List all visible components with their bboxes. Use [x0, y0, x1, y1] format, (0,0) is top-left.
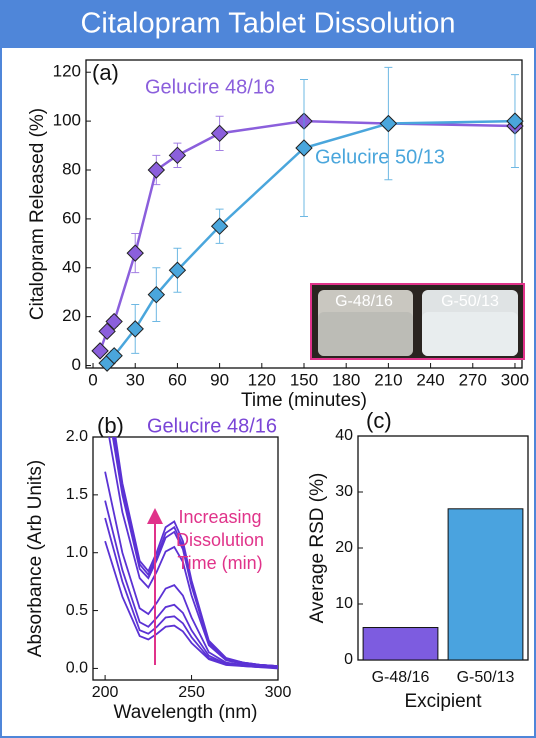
marker — [147, 285, 166, 304]
x-tick-label: 270 — [459, 370, 487, 389]
panel-label: (a) — [92, 60, 119, 85]
x-tick-label: 300 — [501, 370, 529, 389]
series-line — [114, 437, 278, 668]
y-tick-label: 30 — [335, 483, 353, 500]
panel-c: 0 10 20 30 40 Excipient Average RSD (%) G-48/16… — [307, 408, 529, 712]
y-tick-label: 0 — [72, 355, 81, 374]
annotation-line: Increasing — [178, 507, 261, 527]
series-label: Gelucire 48/16 — [145, 76, 275, 98]
y-tick-label: 100 — [53, 111, 81, 130]
bar — [447, 508, 524, 661]
x-tick-label: 150 — [290, 370, 318, 389]
marker — [147, 161, 166, 179]
marker — [379, 114, 398, 133]
x-tick-label: 300 — [265, 684, 292, 701]
series-group — [104, 437, 278, 670]
x-axis-title: Time (minutes) — [241, 390, 367, 411]
x-tick-label: 180 — [332, 370, 360, 389]
vial-liquid — [318, 312, 413, 356]
x-tick-label: 240 — [416, 370, 444, 389]
marker — [210, 124, 229, 143]
x-tick-label: 30 — [126, 370, 145, 389]
x-axis-title: Excipient — [404, 691, 482, 712]
y-tick-label: 2.0 — [66, 428, 88, 445]
y-tick-label: 20 — [62, 306, 81, 325]
annotation: Gelucire 48/16 — [147, 415, 277, 437]
y-tick-label: 0.5 — [66, 602, 88, 619]
marker — [168, 146, 187, 165]
panel-label: (c) — [366, 408, 392, 433]
marker — [168, 261, 187, 279]
x-axis-title: Wavelength (nm) — [114, 702, 258, 723]
x-tick-label: 60 — [168, 370, 187, 389]
x-tick-label: 210 — [374, 370, 402, 389]
x-tick-label: G-48/16 — [372, 669, 430, 686]
bar — [362, 627, 439, 661]
y-tick-label: 10 — [335, 595, 353, 612]
marker — [105, 312, 123, 331]
y-tick-label: 120 — [53, 62, 81, 81]
x-tick-label: G-50/13 — [457, 669, 515, 686]
annotation-line: Time (min) — [177, 553, 262, 573]
inset-photo: G-48/16 G-50/13 — [310, 283, 525, 360]
y-tick-label: 1.5 — [66, 486, 88, 503]
x-tick-label: 120 — [248, 370, 276, 389]
marker — [98, 322, 116, 341]
series-line — [104, 471, 278, 669]
y-axis-title: Citalopram Released (%) — [27, 108, 48, 320]
panel-b: 0.0 0.5 1.0 1.5 2.0 200 250 300 Wavelength (nm) A… — [25, 413, 292, 723]
panel-a: 0 20 40 60 80 100 120 0 30 60 90 120 150 180 210 240 270… — [27, 59, 529, 411]
series-label: Gelucire 50/13 — [315, 146, 445, 168]
y-tick-label: 40 — [335, 427, 353, 444]
marker — [126, 244, 144, 262]
inset-label: G-50/13 — [441, 293, 499, 310]
vial-liquid — [422, 312, 518, 356]
series-group — [91, 66, 524, 372]
series-line — [104, 517, 278, 669]
y-axis-title: Absorbance (Arb Units) — [25, 460, 46, 657]
x-tick-label: 200 — [92, 684, 119, 701]
y-tick-label: 20 — [335, 539, 353, 556]
marker — [91, 342, 109, 360]
y-tick-label: 40 — [62, 257, 81, 276]
annotation-line: Dissolution — [176, 530, 264, 550]
y-tick-label: 0 — [344, 651, 353, 668]
inset-label: G-48/16 — [335, 293, 393, 310]
marker — [506, 112, 524, 130]
header-bar — [0, 0, 536, 48]
marker — [210, 217, 229, 235]
x-tick-label: 250 — [178, 684, 205, 701]
y-tick-label: 0.0 — [66, 660, 88, 677]
plot-frame — [92, 436, 279, 681]
y-tick-label: 60 — [62, 208, 81, 227]
x-tick-label: 0 — [88, 370, 97, 389]
y-axis-title: Average RSD (%) — [307, 473, 328, 624]
x-tick-label: 90 — [210, 370, 229, 389]
series-line — [108, 437, 278, 668]
y-tick-label: 80 — [62, 159, 81, 178]
panel-label: (b) — [97, 413, 124, 438]
marker — [295, 139, 313, 157]
y-tick-label: 1.0 — [66, 544, 88, 561]
figure-title: Citalopram Tablet Dissolution — [80, 8, 455, 40]
marker — [105, 347, 123, 365]
marker — [126, 320, 144, 338]
